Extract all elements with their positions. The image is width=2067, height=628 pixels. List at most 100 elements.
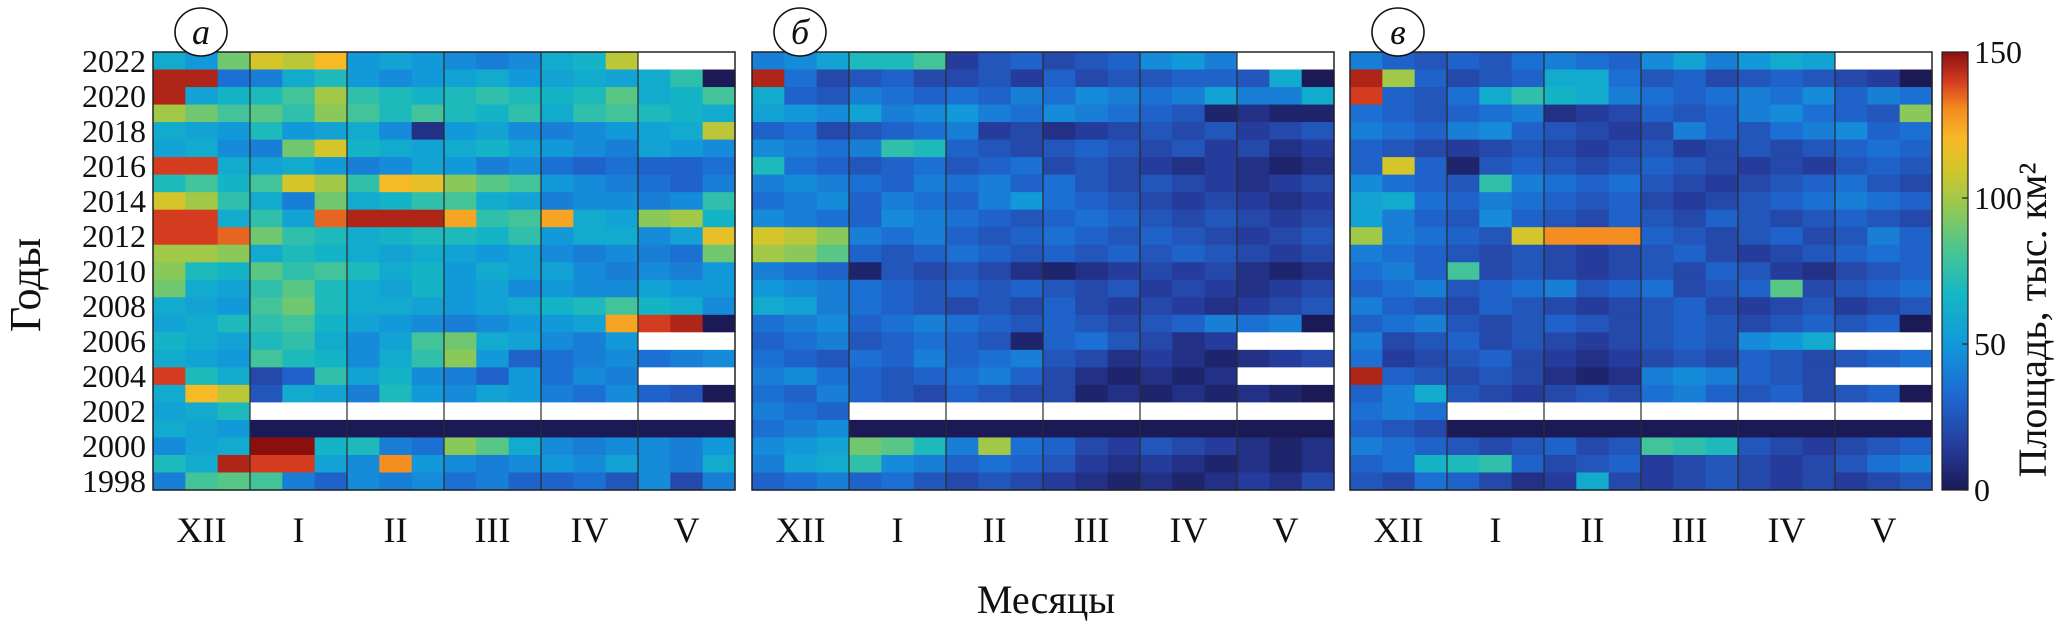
- heatmap-cell: [1511, 384, 1545, 403]
- heatmap-cell: [1705, 472, 1739, 491]
- heatmap-cell: [153, 262, 186, 281]
- heatmap-cell: [670, 314, 704, 333]
- heatmap-cell: [1382, 209, 1416, 228]
- heatmap-cell: [1479, 139, 1513, 158]
- heatmap-cell: [881, 297, 915, 316]
- heatmap-cell: [1641, 262, 1674, 281]
- heatmap-cell: [347, 472, 380, 491]
- heatmap-cell: [978, 314, 1012, 333]
- heatmap-cell: [1075, 349, 1109, 368]
- heatmap-cell: [1043, 472, 1076, 491]
- heatmap-cell: [1107, 279, 1141, 298]
- missing-cell: [1269, 52, 1303, 71]
- heatmap-cell: [508, 437, 542, 456]
- heatmap-cell: [1835, 87, 1868, 106]
- heatmap-cell: [347, 314, 380, 333]
- missing-cell: [1738, 402, 1771, 421]
- heatmap-cell: [1899, 314, 1933, 333]
- heatmap-cell: [605, 244, 639, 263]
- heatmap-cell: [314, 157, 348, 176]
- heatmap-cell: [849, 262, 882, 281]
- heatmap-cell: [1204, 122, 1238, 141]
- heatmap-cell: [978, 437, 1012, 456]
- panel-label: а: [192, 12, 210, 52]
- heatmap-cell: [185, 437, 219, 456]
- heatmap-cell: [282, 244, 316, 263]
- heatmap-cell: [638, 69, 671, 88]
- heatmap-cell: [670, 192, 704, 211]
- heatmap-cell: [573, 122, 607, 141]
- heatmap-cell: [1269, 227, 1303, 246]
- heatmap-cell: [1673, 52, 1707, 71]
- heatmap-cell: [1705, 227, 1739, 246]
- heatmap-cell: [1738, 349, 1771, 368]
- heatmap-cell: [1705, 262, 1739, 281]
- heatmap-cell: [217, 349, 251, 368]
- heatmap-cell: [1414, 174, 1448, 193]
- heatmap-cell: [185, 349, 219, 368]
- heatmap-cell: [1414, 384, 1448, 403]
- heatmap-cell: [1867, 384, 1901, 403]
- heatmap-cell: [1802, 314, 1836, 333]
- heatmap-cell: [670, 139, 704, 158]
- heatmap-cell: [1835, 314, 1868, 333]
- heatmap-panel-в: XII I II III IV Vв: [1349, 7, 1933, 550]
- heatmap-cell: [1479, 227, 1513, 246]
- heatmap-cell: [1835, 244, 1868, 263]
- heatmap-cell: [946, 69, 979, 88]
- heatmap-cell: [1608, 297, 1642, 316]
- heatmap-cell: [444, 367, 477, 386]
- heatmap-cell: [314, 367, 348, 386]
- month-tick-label: I: [892, 510, 904, 550]
- heatmap-cell: [1641, 139, 1674, 158]
- heatmap-cell: [217, 157, 251, 176]
- heatmap-cell: [816, 314, 850, 333]
- heatmap-cell: [946, 279, 979, 298]
- heatmap-cell: [1237, 122, 1270, 141]
- heatmap-cell: [816, 454, 850, 474]
- heatmap-cell: [702, 472, 736, 491]
- heatmap-cell: [752, 297, 785, 316]
- heatmap-cell: [1802, 157, 1836, 176]
- heatmap-cell: [508, 122, 542, 141]
- heatmap-cell: [1447, 314, 1480, 333]
- heatmap-cell: [702, 297, 736, 316]
- heatmap-cell: [1479, 69, 1513, 88]
- heatmap-cell: [1835, 454, 1868, 474]
- heatmap-cell: [605, 192, 639, 211]
- heatmap-cell: [1479, 367, 1513, 386]
- heatmap-cell: [1673, 227, 1707, 246]
- heatmap-cell: [1447, 279, 1480, 298]
- colorbar-tick-label: 50: [1974, 326, 2006, 362]
- heatmap-cell: [1511, 209, 1545, 228]
- heatmap-cell: [1770, 209, 1804, 228]
- heatmap-cell: [1641, 454, 1674, 474]
- heatmap-cell: [1447, 437, 1480, 456]
- heatmap-cell: [541, 472, 574, 491]
- heatmap-cell: [1075, 454, 1109, 474]
- heatmap-cell: [476, 52, 510, 71]
- heatmap-cell: [784, 227, 818, 246]
- heatmap-cell: [1043, 52, 1076, 71]
- heatmap-cell: [1608, 104, 1642, 123]
- heatmap-cell: [946, 227, 979, 246]
- heatmap-cell: [978, 122, 1012, 141]
- heatmap-cell: [1867, 437, 1901, 456]
- missing-cell: [670, 367, 704, 386]
- heatmap-cell: [1204, 209, 1238, 228]
- heatmap-cell: [1576, 227, 1610, 246]
- heatmap-cell: [444, 314, 477, 333]
- heatmap-cell: [605, 174, 639, 193]
- heatmap-cell: [1107, 139, 1141, 158]
- heatmap-cell: [638, 139, 671, 158]
- year-tick-label: 2000: [82, 428, 146, 464]
- heatmap-cell: [476, 332, 510, 351]
- heatmap-cell: [444, 87, 477, 106]
- heatmap-cell: [702, 419, 736, 439]
- heatmap-cell: [1511, 192, 1545, 211]
- heatmap-cell: [670, 227, 704, 246]
- heatmap-cell: [1140, 227, 1173, 246]
- heatmap-cell: [508, 139, 542, 158]
- heatmap-cell: [217, 367, 251, 386]
- heatmap-cell: [1269, 419, 1303, 439]
